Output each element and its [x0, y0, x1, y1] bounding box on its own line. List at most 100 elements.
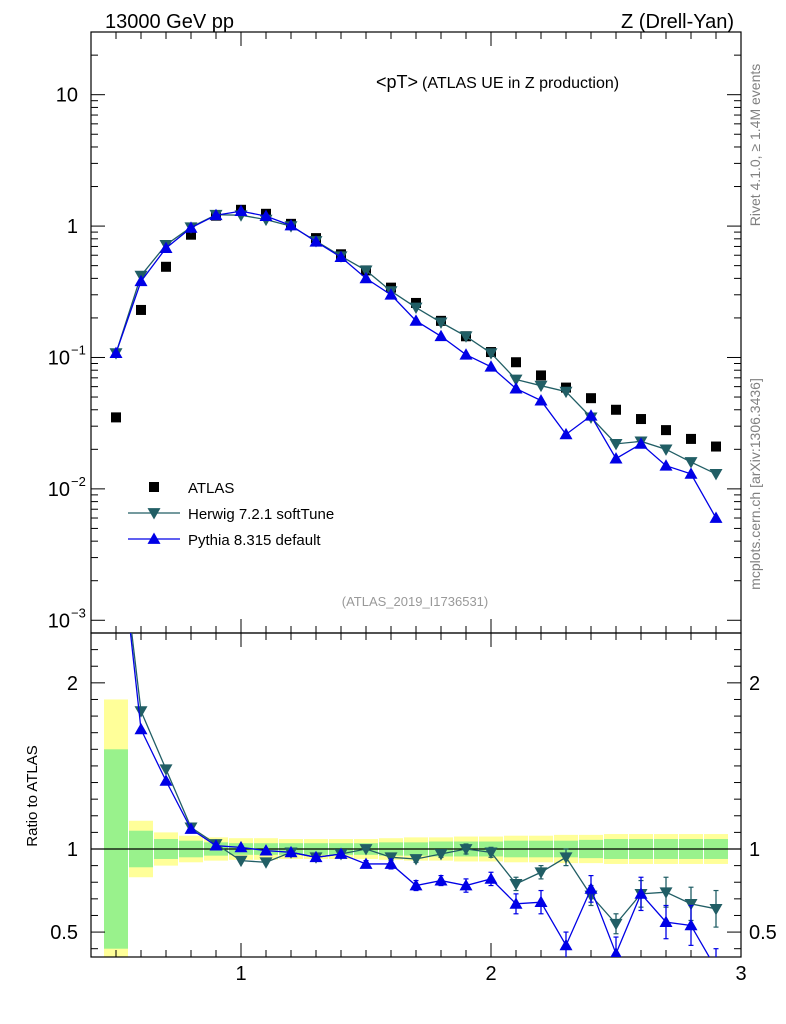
data-point	[511, 357, 521, 368]
ratio-point	[234, 840, 248, 853]
legend-label-atlas: ATLAS	[188, 480, 234, 497]
data-point	[384, 288, 398, 300]
ratio-point	[534, 867, 548, 879]
ratio-point	[284, 845, 298, 858]
data-point	[686, 433, 696, 444]
rivet-label: Rivet 4.1.0, ≥ 1.4M events	[747, 64, 763, 227]
legend: ATLAS Herwig 7.2.1 softTune Pythia 8.315…	[128, 480, 334, 549]
x-tick-label: 1	[235, 963, 246, 985]
ratio-point	[334, 847, 348, 859]
data-point	[534, 394, 548, 406]
y-tick-label-exponent: −1	[71, 342, 86, 357]
ratio-point	[110, 494, 123, 505]
header-process: 13000 GeV pp	[105, 11, 234, 33]
ratio-point	[659, 887, 673, 899]
data-point	[611, 404, 621, 415]
y-tick-label: 1	[67, 216, 78, 238]
data-point	[136, 304, 146, 315]
ratio-y-tick-label-right: 0.5	[749, 922, 777, 944]
ratio-point	[309, 850, 323, 863]
ratio-point	[709, 903, 723, 916]
data-point	[609, 439, 623, 451]
data-point	[484, 360, 498, 372]
ratio-series-clipped	[110, 494, 723, 973]
ratio-series	[110, 494, 723, 973]
ratio-point	[184, 822, 198, 834]
ratio-point	[259, 844, 273, 856]
legend-marker-herwig	[147, 508, 161, 520]
data-point	[636, 414, 646, 425]
legend-marker-atlas	[149, 482, 159, 492]
data-point	[609, 452, 623, 464]
data-point	[359, 265, 373, 277]
data-point	[534, 380, 548, 393]
ratio-y-label: Ratio to ATLAS	[24, 745, 41, 846]
analysis-reference: (ATLAS_2019_I1736531)	[342, 594, 488, 609]
data-point	[409, 314, 423, 326]
main-series	[109, 204, 723, 523]
ratio-point	[610, 947, 622, 957]
ratio-point	[234, 855, 248, 868]
y-tick-label: 10	[48, 479, 70, 501]
ratio-point	[710, 962, 723, 973]
data-point	[709, 469, 723, 481]
legend-label-herwig: Herwig 7.2.1 softTune	[188, 506, 334, 523]
ratio-point	[134, 722, 148, 735]
ratio-point	[559, 938, 573, 951]
data-point	[634, 437, 648, 449]
mcplots-label: mcplots.cern.ch [arXiv:1306.3436]	[747, 378, 763, 590]
data-point	[284, 219, 298, 231]
ratio-point	[209, 839, 223, 851]
ratio-point	[259, 857, 273, 869]
ratio-ticks: 0.5 0.5 1 1 2 2 1 2 3	[50, 632, 777, 985]
ratio-point	[409, 879, 423, 891]
legend-marker-pythia	[147, 532, 161, 544]
data-point	[559, 427, 573, 440]
y-tick-label: 10	[48, 610, 70, 632]
data-point	[186, 229, 196, 240]
data-point	[459, 331, 473, 343]
data-point	[434, 317, 448, 329]
chart-title-main: <pT>	[376, 72, 418, 92]
data-point	[536, 370, 546, 381]
y-tick-label: 10	[48, 347, 70, 369]
ratio-point	[110, 495, 123, 506]
data-point	[711, 441, 721, 452]
ratio-point	[584, 882, 598, 894]
data-point	[709, 511, 723, 523]
ratio-point	[134, 706, 148, 718]
ratio-point	[359, 844, 373, 856]
ratio-y-tick-label-right: 2	[749, 673, 760, 695]
data-point	[184, 221, 198, 233]
ratio-point	[559, 852, 573, 864]
ratio-point	[684, 918, 698, 931]
ratio-point	[659, 915, 673, 927]
ratio-panel: 0.5 0.5 1 1 2 2 1 2 3 Ratio to ATLAS	[24, 494, 777, 985]
data-point	[409, 302, 423, 315]
ratio-y-tick-label: 0.5	[50, 922, 78, 944]
ratio-y-tick-label-right: 1	[749, 839, 760, 861]
data-point	[434, 329, 448, 342]
y-tick-label-exponent: −2	[71, 474, 86, 489]
data-point	[259, 209, 273, 222]
data-point	[359, 271, 373, 284]
ratio-point	[684, 898, 698, 911]
y-tick-label: 10	[56, 85, 78, 107]
data-point	[111, 412, 121, 423]
data-point	[586, 393, 596, 404]
ratio-uncertainty-bands	[104, 699, 728, 957]
series-line	[115, 210, 717, 519]
ratio-point	[359, 857, 373, 869]
ratio-point	[484, 872, 498, 884]
data-point	[659, 444, 673, 456]
x-tick-label: 2	[485, 963, 496, 985]
ratio-series-line	[129, 633, 711, 957]
ratio-point	[409, 854, 423, 866]
ratio-point	[609, 918, 623, 931]
data-point	[684, 457, 698, 469]
ratio-point	[509, 897, 523, 909]
ratio-point	[434, 849, 448, 861]
legend-label-pythia: Pythia 8.315 default	[188, 532, 321, 549]
ratio-point	[484, 847, 498, 859]
